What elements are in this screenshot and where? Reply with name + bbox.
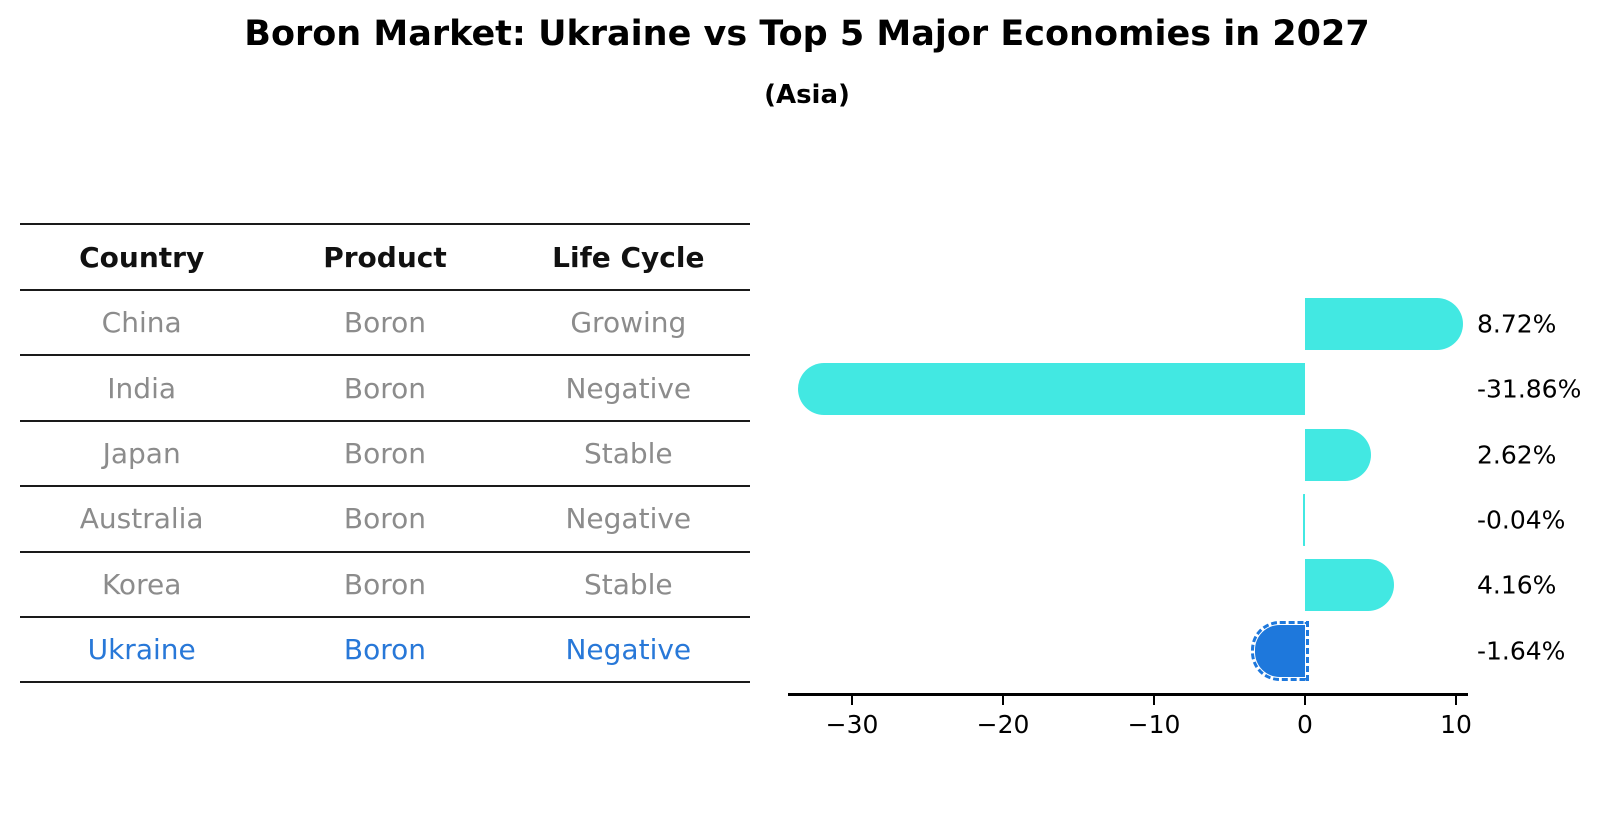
x-tick-mark-10 xyxy=(1455,696,1457,705)
x-tick-mark--20 xyxy=(1002,696,1004,705)
value-label-china: 8.72% xyxy=(1477,309,1557,339)
table-row-china: China Boron Growing xyxy=(20,291,750,357)
x-axis-line xyxy=(788,693,1468,696)
value-label-korea: 4.16% xyxy=(1477,570,1557,600)
x-tick-label-10: 10 xyxy=(1440,710,1472,739)
header-life-cycle: Life Cycle xyxy=(552,240,705,274)
table-header-row: Country Product Life Cycle xyxy=(20,223,750,291)
value-label-australia: -0.04% xyxy=(1477,505,1566,535)
cell-product: Boron xyxy=(343,633,427,667)
cell-product: Boron xyxy=(343,567,427,601)
cell-life-cycle: Stable xyxy=(583,436,673,470)
bar-australia xyxy=(1303,493,1305,546)
bar-china xyxy=(1305,297,1463,350)
cell-life-cycle: Stable xyxy=(583,567,673,601)
cell-life-cycle: Negative xyxy=(565,502,692,536)
table-row-australia: Australia Boron Negative xyxy=(20,487,750,553)
cell-life-cycle: Growing xyxy=(570,306,687,340)
header-country: Country xyxy=(79,240,205,274)
table-row-korea: Korea Boron Stable xyxy=(20,553,750,618)
x-tick-label--10: −10 xyxy=(1127,710,1181,739)
cell-product: Boron xyxy=(343,306,427,340)
table-row-japan: Japan Boron Stable xyxy=(20,422,750,488)
cell-country: Australia xyxy=(79,502,204,536)
bar-ukraine xyxy=(1251,620,1309,681)
table-body: China Boron Growing India Boron Negative Japan… xyxy=(20,291,750,684)
value-label-ukraine: -1.64% xyxy=(1477,636,1566,666)
cell-country: Korea xyxy=(101,567,182,601)
country-table: Country Product Life Cycle China Boron Gro… xyxy=(20,223,750,684)
bar-india xyxy=(797,363,1305,416)
cell-country: Japan xyxy=(102,436,181,470)
cell-country: Ukraine xyxy=(87,633,196,667)
cell-country: China xyxy=(101,306,182,340)
cell-life-cycle: Negative xyxy=(565,371,692,405)
x-tick-mark--30 xyxy=(851,696,853,705)
cell-product: Boron xyxy=(343,436,427,470)
cell-life-cycle: Negative xyxy=(565,633,692,667)
cell-product: Boron xyxy=(343,502,427,536)
x-tick-label-0: 0 xyxy=(1297,710,1313,739)
value-label-japan: 2.62% xyxy=(1477,440,1557,469)
x-tick-label--30: −30 xyxy=(825,710,879,739)
table-row-india: India Boron Negative xyxy=(20,356,750,422)
header-product: Product xyxy=(323,240,447,274)
bar-korea xyxy=(1305,559,1394,612)
x-tick-label--20: −20 xyxy=(976,710,1030,739)
cell-country: India xyxy=(107,371,177,405)
x-tick-mark-0 xyxy=(1304,696,1306,705)
chart-title: Boron Market: Ukraine vs Top 5 Major Eco… xyxy=(244,14,1370,54)
table-row-ukraine: Ukraine Boron Negative xyxy=(20,618,750,684)
cell-product: Boron xyxy=(343,371,427,405)
x-tick-mark--10 xyxy=(1153,696,1155,705)
value-label-india: -31.86% xyxy=(1477,374,1582,404)
chart-subtitle: (Asia) xyxy=(764,80,850,110)
bar-japan xyxy=(1305,428,1371,481)
